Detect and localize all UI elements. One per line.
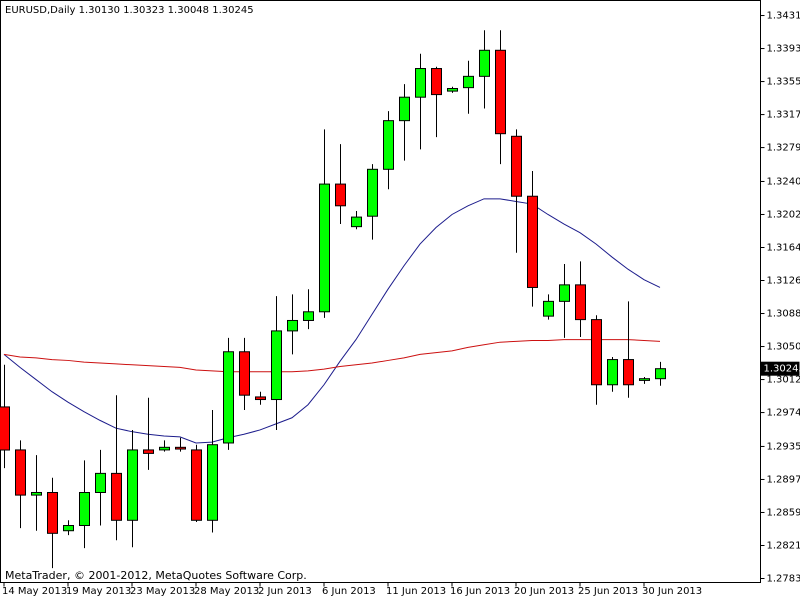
candle-body bbox=[255, 396, 266, 401]
candle-body bbox=[527, 195, 538, 288]
candle-body bbox=[415, 68, 426, 98]
candle-body bbox=[367, 168, 378, 217]
candle-body bbox=[607, 359, 618, 386]
candle-body bbox=[543, 300, 554, 317]
x-tick-label: 19 May 2013 bbox=[66, 586, 131, 597]
candle-body bbox=[511, 135, 522, 197]
candle-body bbox=[0, 406, 10, 451]
candle-body bbox=[591, 319, 602, 386]
y-tick-label: 1.32790 bbox=[767, 143, 800, 154]
candle-body bbox=[479, 49, 490, 77]
plot-frame bbox=[0, 0, 761, 583]
y-tick-label: 1.27830 bbox=[767, 574, 800, 585]
y-tick-label: 1.30120 bbox=[767, 375, 800, 386]
candle-body bbox=[287, 319, 298, 332]
y-tick-label: 1.29740 bbox=[767, 408, 800, 419]
candle-body bbox=[399, 96, 410, 122]
x-tick-label: 2 Jun 2013 bbox=[258, 586, 312, 597]
last-price-label: 1.30245 bbox=[764, 364, 800, 375]
candle-body bbox=[575, 284, 586, 321]
candle-body bbox=[639, 378, 650, 381]
moving-average bbox=[3, 339, 661, 373]
candle-body bbox=[207, 444, 218, 521]
candle-body bbox=[495, 49, 506, 135]
chart-title: EURUSD,Daily 1.30130 1.30323 1.30048 1.3… bbox=[5, 5, 254, 16]
candle-body bbox=[623, 359, 634, 386]
x-tick-label: 28 May 2013 bbox=[194, 586, 259, 597]
x-tick-label: 16 Jun 2013 bbox=[450, 586, 510, 597]
candle-body bbox=[335, 183, 346, 207]
y-tick-label: 1.31640 bbox=[767, 242, 800, 253]
copyright: MetaTrader, © 2001-2012, MetaQuotes Soft… bbox=[5, 569, 307, 582]
y-tick-label: 1.33170 bbox=[767, 110, 800, 121]
candle-body bbox=[303, 311, 314, 321]
candle-body bbox=[239, 351, 250, 396]
candle-body bbox=[63, 525, 74, 532]
y-tick-label: 1.31260 bbox=[767, 276, 800, 287]
y-tick-label: 1.33930 bbox=[767, 44, 800, 55]
y-tick-label: 1.33550 bbox=[767, 77, 800, 88]
candle-body bbox=[559, 284, 570, 302]
x-tick-label: 11 Jun 2013 bbox=[386, 586, 446, 597]
candle-body bbox=[271, 330, 282, 401]
candle-body bbox=[31, 491, 42, 496]
last-price-box bbox=[760, 361, 800, 376]
candle-body bbox=[79, 491, 90, 527]
y-tick-label: 1.28590 bbox=[767, 507, 800, 518]
candle-body bbox=[175, 446, 186, 450]
candle-body bbox=[447, 88, 458, 92]
candle-body bbox=[223, 351, 234, 444]
candle-body bbox=[47, 491, 58, 534]
candle-body bbox=[15, 449, 26, 496]
y-tick-label: 1.32020 bbox=[767, 209, 800, 220]
candle-body bbox=[191, 449, 202, 521]
candle-body bbox=[383, 120, 394, 170]
moving-average bbox=[3, 198, 661, 444]
y-tick-label: 1.32400 bbox=[767, 176, 800, 187]
x-tick-label: 6 Jun 2013 bbox=[322, 586, 376, 597]
x-tick-label: 14 May 2013 bbox=[2, 586, 67, 597]
y-tick-label: 1.30500 bbox=[767, 342, 800, 353]
y-tick-label: 1.29350 bbox=[767, 441, 800, 452]
candle-body bbox=[431, 68, 442, 96]
candle-body bbox=[95, 472, 106, 493]
candle-body bbox=[159, 446, 170, 451]
y-tick-label: 1.28210 bbox=[767, 540, 800, 551]
x-tick-label: 25 Jun 2013 bbox=[578, 586, 638, 597]
candle-body bbox=[143, 449, 154, 454]
x-tick-label: 30 Jun 2013 bbox=[642, 586, 702, 597]
candle-body bbox=[111, 472, 122, 521]
x-tick-label: 23 May 2013 bbox=[130, 586, 195, 597]
candle-body bbox=[463, 75, 474, 89]
candle-body bbox=[351, 216, 362, 228]
candle-body bbox=[655, 368, 666, 380]
candle-body bbox=[319, 183, 330, 313]
y-tick-label: 1.28970 bbox=[767, 474, 800, 485]
y-tick-label: 1.34310 bbox=[767, 11, 800, 22]
x-tick-label: 20 Jun 2013 bbox=[514, 586, 574, 597]
candle-body bbox=[127, 449, 138, 521]
y-tick-label: 1.30880 bbox=[767, 309, 800, 320]
